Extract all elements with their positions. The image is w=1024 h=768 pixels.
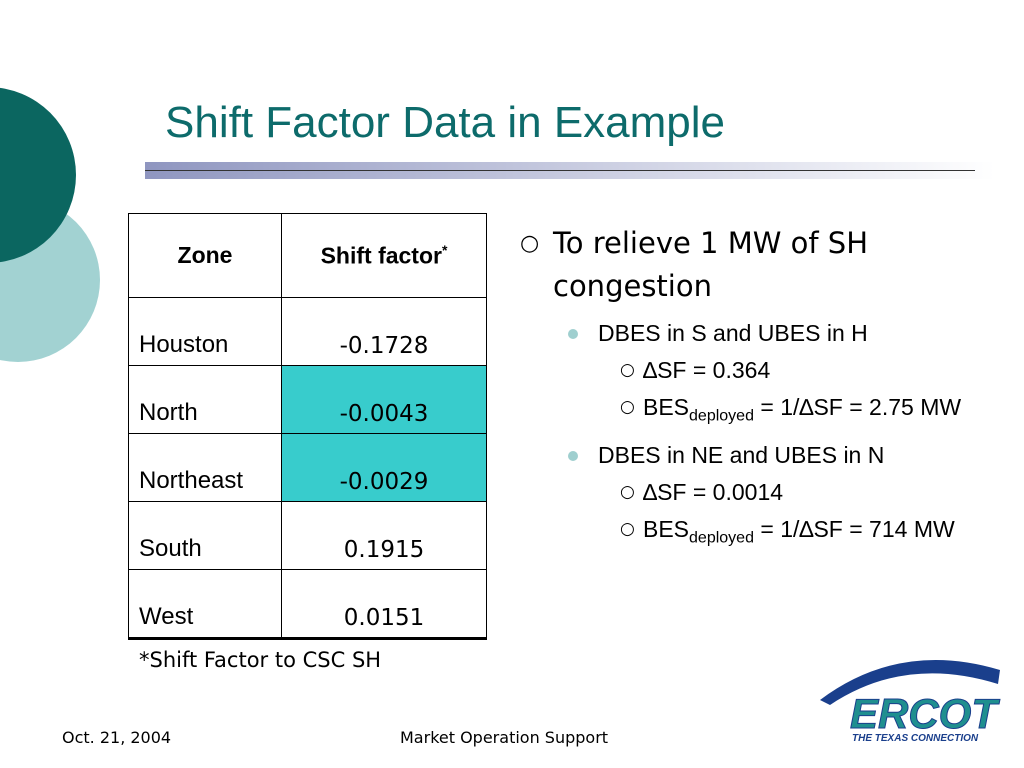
header-mark: * — [441, 241, 448, 258]
text: ∆SF = 0.364 — [643, 357, 771, 383]
zone-cell: North — [128, 365, 282, 434]
row: Houston -0.1728 — [128, 297, 487, 366]
bullets: To relieve 1 MW of SH congestion DBES in… — [520, 222, 990, 551]
factor-cell: -0.0043 — [281, 365, 487, 434]
row: North -0.0043 — [128, 365, 487, 434]
row: Northeast -0.0029 — [128, 433, 487, 502]
factor-cell: -0.0029 — [281, 433, 487, 502]
text: = 1/∆SF = 2.75 MW — [753, 394, 962, 420]
sub-bullet: DBES in S and UBES in H — [520, 320, 990, 347]
footnote: *Shift Factor to CSC SH — [139, 648, 382, 672]
sub-bullet: DBES in NE and UBES in N — [520, 442, 990, 469]
header-text: Shift factor — [320, 242, 442, 269]
sub-sub-bullet: BESdeployed = 1/∆SF = 2.75 MW — [520, 394, 990, 430]
row: South 0.1915 — [128, 501, 487, 570]
header-cell: Shift factor* — [281, 213, 487, 298]
footer-center: Market Operation Support — [400, 728, 609, 747]
row: West 0.0151 — [128, 569, 487, 640]
sub-sub-bullet: ∆SF = 0.0014 — [520, 479, 990, 506]
subscript: deployed — [689, 407, 754, 425]
table: Zone Shift factor* Houston -0.1728 North -0… — [128, 213, 487, 640]
zone-cell: Northeast — [128, 433, 282, 502]
text: BES — [643, 515, 690, 542]
zone-cell: Houston — [128, 297, 282, 366]
logo-swoosh — [820, 660, 1000, 705]
factor-cell: -0.1728 — [281, 297, 487, 366]
zone-cell: South — [128, 501, 282, 570]
logo-name: ERCOT — [850, 690, 1000, 737]
header-cell: Zone — [128, 213, 282, 298]
subscript: deployed — [689, 529, 754, 547]
sub-sub-bullet: ∆SF = 0.364 — [520, 357, 990, 384]
header-row: Zone Shift factor* — [128, 213, 487, 298]
text: = 1/∆SF = 714 MW — [753, 515, 955, 542]
title: Shift Factor Data in Example — [165, 98, 726, 147]
text: ∆SF = 0.0014 — [643, 478, 784, 505]
logo-tagline: THE TEXAS CONNECTION — [852, 733, 979, 744]
factor-cell: 0.1915 — [281, 501, 487, 570]
zone-cell: West — [128, 569, 282, 640]
footer-date: Oct. 21, 2004 — [62, 728, 172, 747]
sub-sub-bullet: BESdeployed = 1/∆SF = 714 MW — [520, 516, 990, 552]
factor-cell: 0.0151 — [281, 569, 487, 640]
text: BES — [643, 394, 690, 420]
circle-dark — [0, 87, 76, 263]
bullet: To relieve 1 MW of SH congestion — [520, 222, 990, 308]
